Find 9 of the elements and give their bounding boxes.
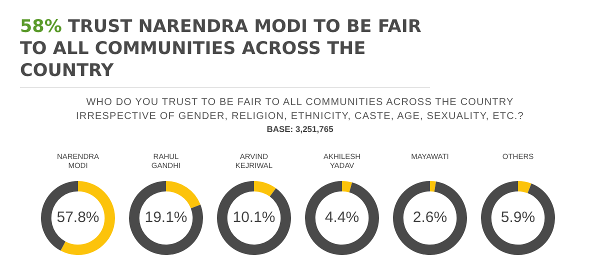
text: BASE: 3,251,765 <box>266 124 334 134</box>
data-label: 57.8% <box>56 209 100 226</box>
text: WHO DO YOU TRUST TO BE FAIR TO ALL COMMUNITIES ACROSS THE COUNTRY IRRESPECTIVE OF GENDER, RELIGION, ETHNICITY, CASTE, AGE, SEXUALITY, ETC.? <box>75 96 525 124</box>
text: 58% TRUST NARENDRA MODI TO BE FAIR TO ALL COMMUNITIES ACROSS THE COUNTRY <box>20 16 430 88</box>
data-label: 10.1% <box>232 209 276 226</box>
data-label: 2.6% <box>412 209 448 226</box>
data-label: 5.9% <box>500 209 536 226</box>
data-label: 19.1% <box>144 209 188 226</box>
data-label: 4.4% <box>324 209 360 226</box>
